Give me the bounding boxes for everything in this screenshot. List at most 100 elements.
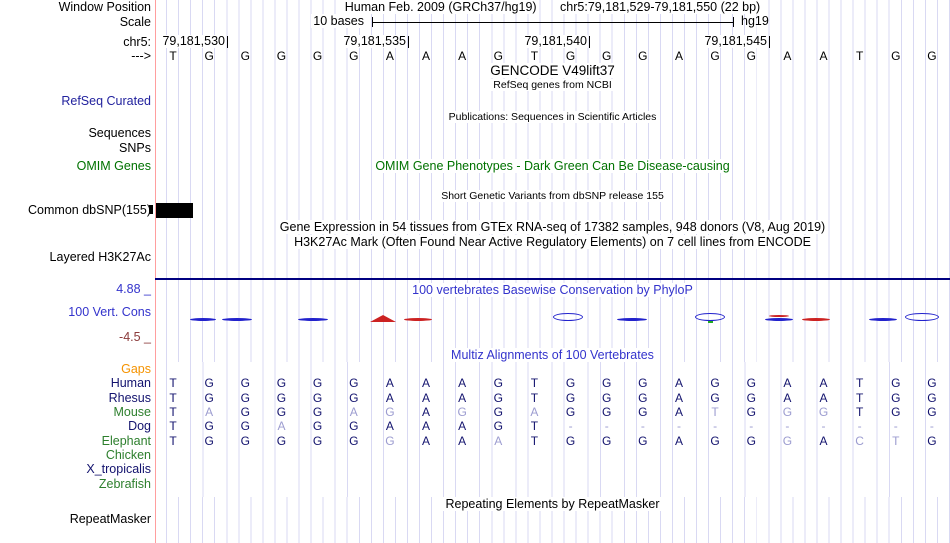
alignment-base: G — [891, 376, 901, 391]
alignment-base: G — [782, 405, 793, 420]
alignment-base: G — [312, 390, 323, 405]
alignment-base: G — [240, 390, 250, 405]
alignment-base: G — [457, 405, 467, 420]
phylop-wiggle-mark — [769, 315, 789, 317]
alignment-base: A — [458, 419, 467, 434]
position-range: chr5:79,181,529-79,181,550 (22 bp) — [558, 0, 763, 14]
species-label-x_tropicalis[interactable]: X_tropicalis — [86, 462, 151, 477]
alignment-base: G — [240, 433, 250, 448]
reference-base: T — [855, 49, 864, 63]
track-label-sequences[interactable]: Sequences — [88, 126, 151, 140]
alignment-base: G — [312, 419, 323, 434]
track-label-snps[interactable]: SNPs — [119, 141, 151, 155]
alignment-base: G — [927, 405, 937, 420]
conservation-min-value: -4.5 _ — [119, 330, 151, 344]
track-label-100-vert-cons[interactable]: 100 Vert. Cons — [68, 305, 151, 319]
alignment-base: T — [711, 405, 719, 420]
scale-genome: hg19 — [741, 14, 769, 28]
track-title-refseq[interactable]: RefSeq genes from NCBI — [491, 79, 614, 91]
alignment-base: T — [855, 376, 864, 391]
assembly-name: Human Feb. 2009 (GRCh37/hg19) — [342, 0, 539, 14]
alignment-base: A — [530, 405, 539, 420]
species-label-zebrafish[interactable]: Zebrafish — [98, 476, 151, 491]
scale-bar-left-tick — [372, 17, 373, 27]
track-title-publications[interactable]: Publications: Sequences in Scientific Ar… — [446, 111, 659, 123]
track-label-repeatmasker[interactable]: RepeatMasker — [69, 512, 151, 526]
alignment-base: G — [602, 433, 612, 448]
conservation-max-value: 4.88 _ — [116, 282, 151, 296]
reference-base: G — [746, 49, 756, 63]
phylop-wiggle-mark — [695, 313, 725, 321]
phylop-wiggle-mark — [617, 318, 647, 321]
alignment-base: T — [169, 433, 177, 448]
ruler-tick — [589, 36, 590, 48]
alignment-base: G — [349, 419, 359, 434]
alignment-base: G — [312, 405, 323, 420]
alignment-base: G — [565, 405, 576, 420]
alignment-base: A — [494, 433, 503, 448]
track-label-refseq-curated[interactable]: RefSeq Curated — [61, 94, 151, 108]
alignment-base: A — [422, 376, 431, 391]
species-label-gaps[interactable]: Gaps — [121, 362, 151, 376]
scale-label: Scale — [119, 15, 151, 29]
track-label-layered-h3k27ac[interactable]: Layered H3K27Ac — [49, 250, 151, 264]
track-label-common-dbsnp[interactable]: Common dbSNP(155) — [28, 203, 151, 217]
track-title-omim[interactable]: OMIM Gene Phenotypes - Dark Green Can Be… — [373, 159, 732, 173]
alignment-base: C — [855, 433, 864, 448]
dbsnp-variant-item[interactable] — [156, 203, 193, 218]
alignment-base: A — [385, 390, 394, 405]
alignment-base: - — [713, 419, 718, 434]
species-label-human[interactable]: Human — [110, 376, 151, 391]
phylop-wiggle-mark — [905, 313, 939, 321]
track-title-gtex[interactable]: Gene Expression in 54 tissues from GTEx … — [277, 220, 828, 234]
track-title-gencode[interactable]: GENCODE V49lift37 — [488, 63, 617, 78]
alignment-base: G — [312, 376, 323, 391]
reference-base: G — [710, 49, 720, 63]
track-title-dbsnp[interactable]: Short Genetic Variants from dbSNP releas… — [439, 190, 666, 202]
reference-base: A — [783, 49, 792, 63]
alignment-base: A — [422, 433, 431, 448]
window-position-value: Human Feb. 2009 (GRCh37/hg19) chr5:79,18… — [155, 0, 950, 14]
reference-base: A — [422, 49, 431, 63]
track-title-repeatmasker[interactable]: Repeating Elements by RepeatMasker — [443, 497, 662, 511]
scale-text: 10 bases — [311, 14, 366, 28]
reference-base: G — [602, 49, 612, 63]
alignment-base: G — [565, 433, 576, 448]
alignment-base: A — [458, 390, 467, 405]
alignment-base: A — [422, 419, 431, 434]
alignment-base: A — [783, 390, 792, 405]
alignment-base: G — [746, 390, 756, 405]
alignment-base: - — [785, 419, 790, 434]
alignment-base: G — [710, 376, 720, 391]
scale-bar — [372, 22, 733, 23]
alignment-base: - — [749, 419, 754, 434]
alignment-base: G — [565, 390, 576, 405]
species-label-mouse[interactable]: Mouse — [113, 405, 151, 420]
phylop-wiggle-mark — [404, 318, 432, 321]
dbsnp-label-tick — [149, 205, 153, 214]
species-label-chicken[interactable]: Chicken — [105, 448, 151, 463]
track-left-border — [154, 0, 156, 543]
track-label-omim-genes[interactable]: OMIM Genes — [76, 159, 151, 173]
reference-base: G — [927, 49, 937, 63]
alignment-base: G — [349, 376, 359, 391]
alignment-base: T — [530, 419, 539, 434]
track-title-h3k27ac[interactable]: H3K27Ac Mark (Often Found Near Active Re… — [292, 235, 813, 249]
alignment-base: T — [530, 433, 539, 448]
alignment-base: G — [493, 405, 503, 420]
ruler-label: 79,181,545 — [703, 34, 768, 48]
alignment-base: - — [640, 419, 645, 434]
alignment-base: - — [821, 419, 826, 434]
alignment-base: G — [493, 390, 503, 405]
reference-base: A — [458, 49, 467, 63]
species-label-elephant[interactable]: Elephant — [101, 433, 151, 448]
species-label-rhesus[interactable]: Rhesus — [108, 390, 151, 405]
track-title-phylop[interactable]: 100 vertebrates Basewise Conservation by… — [410, 283, 695, 297]
track-title-multiz[interactable]: Multiz Alignments of 100 Vertebrates — [449, 348, 656, 362]
alignment-base: T — [530, 376, 539, 391]
alignment-base: G — [349, 433, 359, 448]
species-label-dog[interactable]: Dog — [128, 419, 151, 434]
alignment-base: A — [385, 376, 394, 391]
alignment-base: G — [276, 433, 287, 448]
ruler-label: 79,181,540 — [523, 34, 588, 48]
